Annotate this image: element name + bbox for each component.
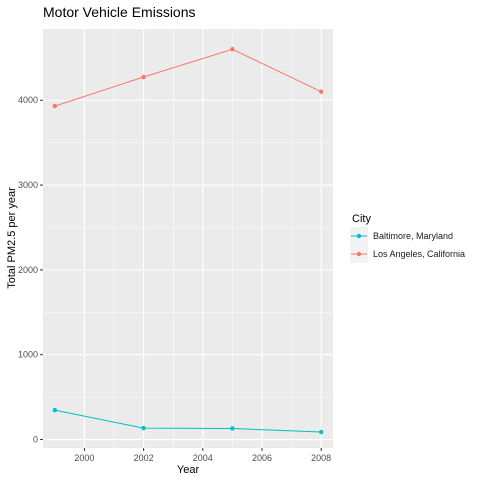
x-tick-label: 2002 bbox=[134, 453, 154, 463]
legend-key-point bbox=[356, 233, 362, 239]
series-layer bbox=[52, 47, 324, 435]
series-point-0 bbox=[52, 407, 58, 413]
legend-label: Los Angeles, California bbox=[373, 249, 465, 259]
x-tick-label: 2008 bbox=[311, 453, 331, 463]
series-point-0 bbox=[141, 425, 146, 431]
series-point-1 bbox=[141, 74, 146, 80]
x-tick-label: 2006 bbox=[252, 453, 272, 463]
x-axis-title: Year bbox=[177, 464, 200, 476]
series-point-0 bbox=[230, 426, 235, 431]
y-tick-label: 4000 bbox=[18, 95, 38, 105]
gridlines bbox=[43, 29, 333, 448]
y-tick-label: 1000 bbox=[18, 350, 38, 360]
y-tick-label: 0 bbox=[33, 435, 38, 445]
series-point-1 bbox=[52, 103, 58, 109]
y-tick-label: 3000 bbox=[18, 180, 38, 190]
legend-title: City bbox=[352, 213, 371, 225]
y-axis-title: Total PM2.5 per year bbox=[6, 187, 18, 289]
chart-title: Motor Vehicle Emissions bbox=[43, 4, 196, 20]
series-point-0 bbox=[318, 429, 324, 435]
series-point-1 bbox=[230, 47, 235, 52]
legend-items: Baltimore, Maryland Los Angeles, Californ… bbox=[350, 227, 465, 263]
axis-ticks: 2000 2002 2004 2006 2008 0 1000 2000 3000 4000 bbox=[18, 95, 331, 463]
x-tick-label: 2004 bbox=[193, 453, 213, 463]
legend: City Baltimore, Maryland Los Angeles, Cal… bbox=[350, 213, 465, 263]
plot-panel bbox=[43, 29, 333, 448]
x-tick-label: 2000 bbox=[74, 453, 94, 463]
series-line-0 bbox=[54, 409, 322, 433]
legend-label: Baltimore, Maryland bbox=[373, 231, 453, 241]
legend-key-point bbox=[356, 251, 362, 257]
series-point-1 bbox=[318, 89, 324, 94]
y-tick-label: 2000 bbox=[18, 265, 38, 275]
series-line-1 bbox=[54, 48, 322, 107]
